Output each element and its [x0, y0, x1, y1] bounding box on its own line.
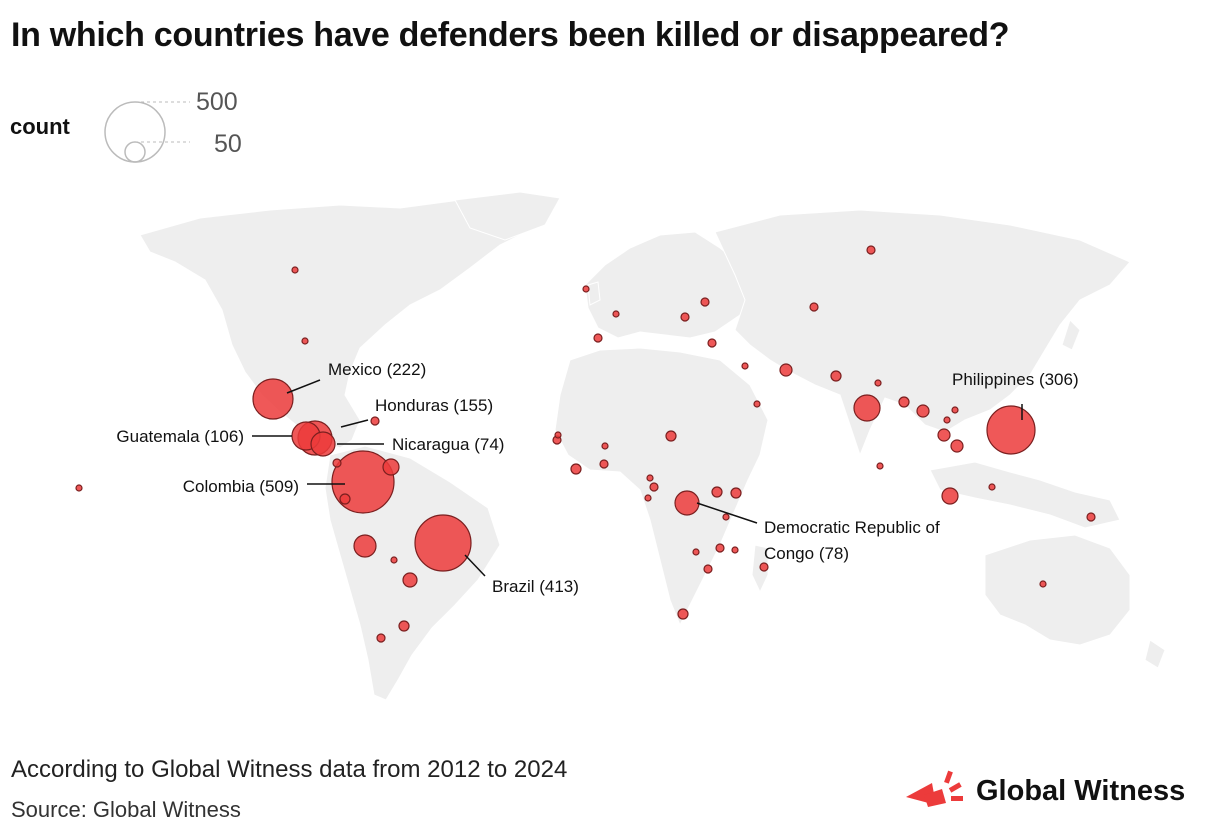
bubble-kenya: [730, 487, 742, 499]
bubble-venezuela: [382, 458, 400, 476]
legend-circle-50: [124, 141, 146, 163]
country-labels: Mexico (222) Honduras (155) Guatemala (1…: [116, 360, 1078, 596]
bubble-usa: [301, 337, 309, 345]
world-map: Mexico (222) Honduras (155) Guatemala (1…: [75, 191, 1166, 701]
legend-value-50: 50: [214, 130, 242, 158]
bubble-australia: [1039, 580, 1047, 588]
bubble-guinea: [570, 463, 582, 475]
leader-mexico: [286, 379, 321, 394]
bubble-mozambique: [715, 543, 725, 553]
landmass-japan: [1061, 319, 1081, 351]
bubble-vietnam: [943, 416, 951, 424]
bubble-chile: [376, 633, 386, 643]
bubble-bangladesh: [898, 396, 910, 408]
label-nicaragua: Nicaragua (74): [392, 435, 504, 454]
label-mexico: Mexico (222): [328, 360, 426, 379]
landmass-uk: [587, 281, 601, 306]
bubble-kazakhstan: [809, 302, 819, 312]
legend-label: count: [10, 114, 70, 139]
bubble-tanzania: [722, 513, 730, 521]
bubble-cambodia: [950, 439, 964, 453]
chart-title: In which countries have defenders been k…: [11, 16, 1010, 54]
bubble-iran: [779, 363, 793, 377]
bubble-hawaii: [75, 484, 83, 492]
bubble-zimbabwe: [703, 564, 713, 574]
bubble-ghana: [599, 459, 609, 469]
legend-value-500: 500: [196, 88, 238, 116]
landmass-africa: [554, 347, 769, 627]
bubble-uganda: [711, 486, 723, 498]
bubble-nicaragua: [310, 431, 336, 457]
bubble-russia: [866, 245, 876, 255]
source-note: Source: Global Witness: [11, 797, 241, 822]
label-philippines: Philippines (306): [952, 370, 1079, 389]
bubble-spain: [593, 333, 603, 343]
bubble-colombia: [331, 450, 395, 514]
legend-circles: [104, 101, 190, 163]
bubble-panama: [332, 458, 342, 468]
bubble-uk: [582, 285, 590, 293]
bubble-mali: [554, 431, 562, 439]
bubble-south-africa: [677, 608, 689, 620]
leader-honduras: [340, 419, 369, 428]
bubble-timor: [988, 483, 996, 491]
bubble-canada: [291, 266, 299, 274]
bubble-peru: [353, 534, 377, 558]
brand-logo: Global Witness: [902, 767, 1214, 817]
bubble-argentina: [398, 620, 410, 632]
bubble-malawi: [731, 546, 739, 554]
bubble-madagascar: [759, 562, 769, 572]
label-leaders: [252, 379, 1023, 577]
bubble-nigeria: [601, 442, 609, 450]
legend-circle-500: [104, 101, 166, 163]
bubble-mexico: [252, 378, 294, 420]
bubble-italy: [680, 312, 690, 322]
label-guatemala: Guatemala (106): [116, 427, 244, 446]
label-brazil: Brazil (413): [492, 577, 579, 596]
bubble-syria: [741, 362, 749, 370]
bubble-ethiopia: [646, 474, 654, 482]
leader-drc: [696, 502, 758, 524]
label-honduras: Honduras (155): [375, 396, 493, 415]
size-legend: count 500 50: [0, 84, 300, 174]
bubble-laos: [951, 406, 959, 414]
bubble-papua-new-guinea: [1086, 512, 1096, 522]
bubble-malaysia: [876, 462, 884, 470]
bubble-ecuador: [339, 493, 351, 505]
bubble-nepal: [874, 379, 882, 387]
bubble-greece: [612, 310, 620, 318]
bubble-indonesia: [941, 487, 959, 505]
land-layer: [139, 191, 1166, 701]
bubble-sudan: [644, 494, 652, 502]
landmass-new-zealand: [1144, 639, 1166, 669]
label-colombia: Colombia (509): [183, 477, 299, 496]
label-drc-line1: Democratic Republic of: [764, 518, 940, 537]
label-drc-line2: Congo (78): [764, 544, 849, 563]
bubble-dominican-republic: [370, 416, 380, 426]
bubble-ukraine: [700, 297, 710, 307]
bubble-cameroon: [649, 482, 659, 492]
bubble-chad: [665, 430, 677, 442]
brand-name: Global Witness: [976, 775, 1186, 807]
bubble-brazil: [414, 514, 472, 572]
bubble-saudi: [753, 400, 761, 408]
bubble-thailand: [937, 428, 951, 442]
bubble-myanmar: [916, 404, 930, 418]
landmass-southeast-asia-islands: [929, 461, 1121, 529]
bubble-pakistan: [830, 370, 842, 382]
bubble-drc: [674, 490, 700, 516]
bubble-layer: [75, 245, 1096, 643]
megaphone-icon: [906, 770, 963, 807]
bubble-zambia: [692, 548, 700, 556]
leader-brazil: [464, 554, 486, 577]
landmass-greenland: [454, 191, 561, 241]
bubble-india: [853, 394, 881, 422]
bubble-bolivia: [390, 556, 398, 564]
bubble-philippines: [986, 405, 1036, 455]
bubble-turkey: [707, 338, 717, 348]
data-note: According to Global Witness data from 20…: [11, 756, 568, 783]
landmass-australia: [984, 534, 1131, 646]
bubble-paraguay: [402, 572, 418, 588]
